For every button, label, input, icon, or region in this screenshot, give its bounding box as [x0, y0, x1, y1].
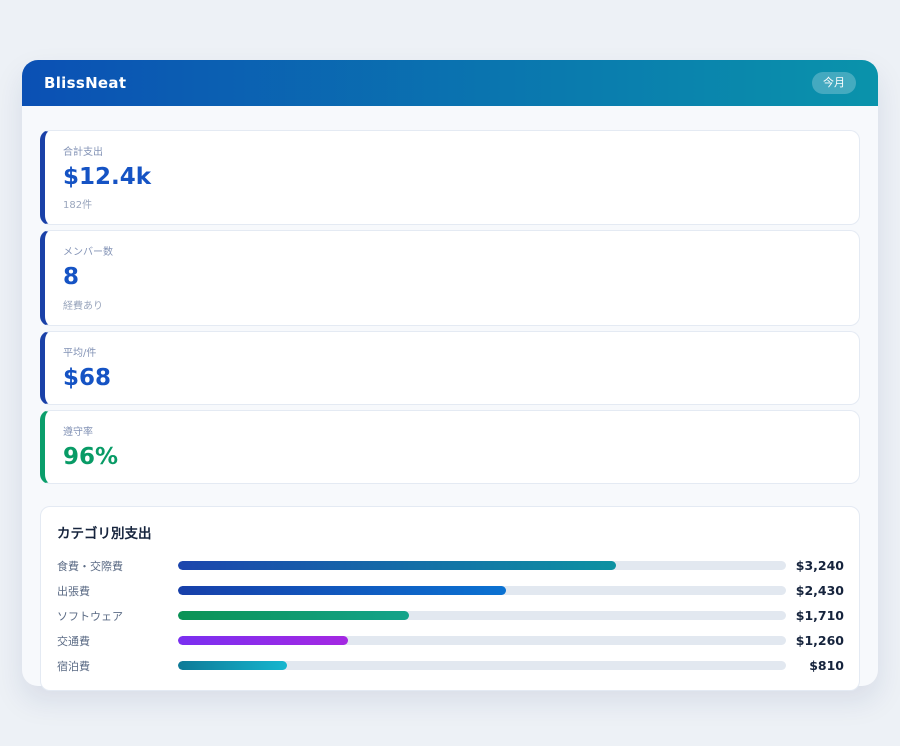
- category-spend-card: カテゴリ別支出 食費・交際費 $3,240 出張費 $2,430 ソフトウェア: [40, 506, 860, 691]
- bar-fill: [178, 611, 409, 620]
- category-value: $2,430: [786, 583, 844, 598]
- page-background: { "header": { "title": "BlissNeat", "per…: [0, 0, 900, 746]
- stat-value: 8: [63, 265, 841, 290]
- stat-label: 遵守率: [63, 423, 841, 438]
- header: BlissNeat 今月: [22, 60, 878, 106]
- content-area: 合計支出 $12.4k 182件 メンバー数 8 経費あり 平均/件 $68 遵…: [22, 106, 878, 691]
- category-value: $1,260: [786, 633, 844, 648]
- app-title: BlissNeat: [44, 74, 126, 92]
- category-row: ソフトウェア $1,710: [57, 603, 844, 628]
- bar-track: [178, 611, 786, 620]
- category-label: 宿泊費: [57, 658, 178, 674]
- bar-fill: [178, 561, 616, 570]
- period-badge[interactable]: 今月: [812, 72, 856, 94]
- category-value: $810: [786, 658, 844, 673]
- dashboard-panel: BlissNeat 今月 合計支出 $12.4k 182件 メンバー数 8 経費…: [22, 60, 878, 686]
- bar-track: [178, 636, 786, 645]
- stat-card-member-count: メンバー数 8 経費あり: [40, 230, 860, 325]
- category-label: 食費・交際費: [57, 558, 178, 574]
- bar-fill: [178, 586, 506, 595]
- category-row: 交通費 $1,260: [57, 628, 844, 653]
- category-label: 出張費: [57, 583, 178, 599]
- stat-label: メンバー数: [63, 243, 841, 258]
- category-row: 出張費 $2,430: [57, 578, 844, 603]
- stat-card-average-per-item: 平均/件 $68: [40, 331, 860, 405]
- category-row: 宿泊費 $810: [57, 653, 844, 678]
- stat-value: $12.4k: [63, 165, 841, 190]
- stat-label: 平均/件: [63, 344, 841, 359]
- category-label: 交通費: [57, 633, 178, 649]
- stat-card-compliance-rate: 遵守率 96%: [40, 410, 860, 484]
- category-value: $3,240: [786, 558, 844, 573]
- bar-track: [178, 586, 786, 595]
- bar-fill: [178, 636, 348, 645]
- category-row: 食費・交際費 $3,240: [57, 553, 844, 578]
- bar-fill: [178, 661, 287, 670]
- bar-track: [178, 561, 786, 570]
- stat-card-total-spend: 合計支出 $12.4k 182件: [40, 130, 860, 225]
- stat-subtext: 経費あり: [63, 297, 841, 312]
- stat-value: $68: [63, 366, 841, 391]
- category-value: $1,710: [786, 608, 844, 623]
- category-section-title: カテゴリ別支出: [57, 522, 844, 542]
- stat-label: 合計支出: [63, 143, 841, 158]
- bar-track: [178, 661, 786, 670]
- stat-value: 96%: [63, 445, 841, 470]
- category-label: ソフトウェア: [57, 608, 178, 624]
- stat-subtext: 182件: [63, 196, 841, 211]
